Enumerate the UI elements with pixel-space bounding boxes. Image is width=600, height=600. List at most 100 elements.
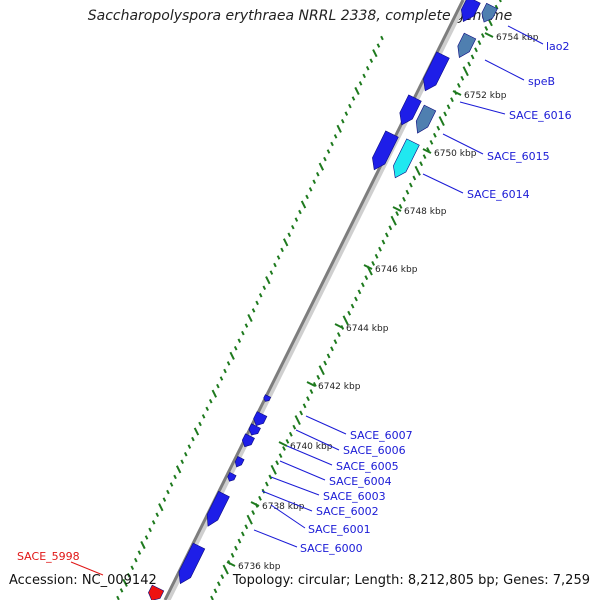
scale-label: 6754 kbp xyxy=(496,33,539,43)
gc-tick xyxy=(233,346,238,351)
gc-tick xyxy=(130,565,135,570)
scale-tick xyxy=(278,441,288,447)
gc-tick xyxy=(436,125,441,131)
gc-tick xyxy=(306,396,310,402)
gc-tick xyxy=(282,446,286,451)
gc-tick xyxy=(450,97,454,103)
gc-tick xyxy=(414,165,421,176)
gc-tick xyxy=(474,47,478,53)
gc-tick xyxy=(470,54,475,60)
gene-leader-line xyxy=(305,415,347,435)
gene-leader-line xyxy=(507,25,544,45)
gc-tick xyxy=(166,489,170,495)
gene-arrow-6001 xyxy=(206,490,230,527)
gc-tick xyxy=(372,49,378,58)
gc-tick xyxy=(285,438,290,444)
gc-tick xyxy=(305,194,309,200)
gc-tick xyxy=(237,538,242,544)
gc-tick xyxy=(134,557,138,563)
gc-tick xyxy=(169,482,174,487)
gene-arrow-speb xyxy=(457,32,477,58)
gene-arrow-6016 xyxy=(423,51,450,92)
gc-tick xyxy=(280,247,284,253)
gc-tick xyxy=(292,424,297,430)
scale-label: 6740 kbp xyxy=(290,442,333,452)
gc-tick xyxy=(309,389,314,394)
gc-tick xyxy=(395,211,400,216)
gc-tick xyxy=(187,444,192,449)
scale-label: 6748 kbp xyxy=(404,207,447,217)
gc-tick xyxy=(247,313,253,323)
accession-text: Accession: NC_009142 xyxy=(9,573,157,588)
gc-tick xyxy=(318,162,325,171)
gene-arrow-lao2 xyxy=(460,0,481,22)
gc-tick xyxy=(251,510,256,515)
gc-tick xyxy=(144,535,149,540)
gene-label: SACE_6006 xyxy=(343,444,406,457)
gc-tick xyxy=(213,588,218,594)
gc-tick xyxy=(219,376,224,381)
gc-tick xyxy=(344,111,349,116)
gene-arrow-6014-cyan xyxy=(393,138,420,179)
gc-tick xyxy=(288,431,293,437)
gene-label: SACE_6015 xyxy=(487,150,550,163)
gc-tick xyxy=(315,171,320,177)
gene-leader-line xyxy=(261,490,313,512)
gene-leader-line xyxy=(270,476,320,496)
gc-tick xyxy=(193,427,200,436)
gene-labels: lao2 speB SACE_6016 SACE_6015 SACE_6014 SACE_… xyxy=(17,25,572,576)
gc-tick xyxy=(342,315,349,326)
gc-tick xyxy=(162,497,167,502)
gc-tick xyxy=(351,96,356,101)
gc-tick xyxy=(302,403,307,409)
scale-tick xyxy=(226,561,236,567)
gene-arrow-6003 xyxy=(234,455,245,468)
gc-tick xyxy=(438,116,445,126)
gc-tick xyxy=(287,232,292,238)
gc-tick xyxy=(364,275,369,281)
gc-tick xyxy=(216,581,221,587)
gene-arrow-6004 xyxy=(241,433,255,448)
gc-tick xyxy=(357,289,362,295)
gc-tick xyxy=(443,111,448,117)
gene-arrow-6006 xyxy=(253,411,268,426)
gene-leader-line xyxy=(484,59,525,81)
scale-label: 6750 kbp xyxy=(434,149,477,159)
gc-tick xyxy=(226,361,231,366)
gc-tick xyxy=(376,43,381,48)
scale-tick xyxy=(452,90,462,96)
gc-tick xyxy=(369,58,374,63)
scale-tick xyxy=(250,501,260,507)
gc-tick xyxy=(318,365,325,376)
gc-tick xyxy=(210,595,214,600)
gene-label: SACE_6003 xyxy=(323,490,386,503)
map-title: Saccharopolyspora erythraea NRRL 2338, c… xyxy=(87,8,513,24)
gc-tick xyxy=(262,285,267,290)
gc-tick xyxy=(273,262,277,268)
gene-arrow-lao2-steel xyxy=(481,2,498,23)
gene-label: SACE_6016 xyxy=(509,109,572,122)
gene-arrow-5998 xyxy=(148,584,165,600)
gc-tick xyxy=(237,338,242,343)
gc-tick xyxy=(336,332,341,338)
gc-tick xyxy=(380,35,384,41)
gc-tick xyxy=(122,578,128,587)
gc-tick xyxy=(333,134,338,139)
gene-features xyxy=(148,0,498,600)
gc-tick xyxy=(432,132,437,138)
gene-leader-line xyxy=(70,561,104,576)
gc-tick xyxy=(299,410,304,416)
scale-tick xyxy=(422,148,432,154)
gene-leader-line xyxy=(459,101,506,115)
gc-tick xyxy=(294,217,299,222)
scale-label: 6742 kbp xyxy=(318,382,361,392)
scale-label: 6744 kbp xyxy=(346,324,389,334)
scale-label: 6752 kbp xyxy=(464,91,507,101)
gc-tick xyxy=(241,330,245,336)
gc-tick xyxy=(340,118,345,124)
gc-tick xyxy=(246,514,253,525)
gene-leader-line xyxy=(279,460,326,481)
kbp-scale: 6754 kbp 6752 kbp 6750 kbp 6748 kbp 6746 kbp… xyxy=(226,32,539,572)
gc-tick xyxy=(354,296,358,302)
gc-tick xyxy=(498,0,502,3)
